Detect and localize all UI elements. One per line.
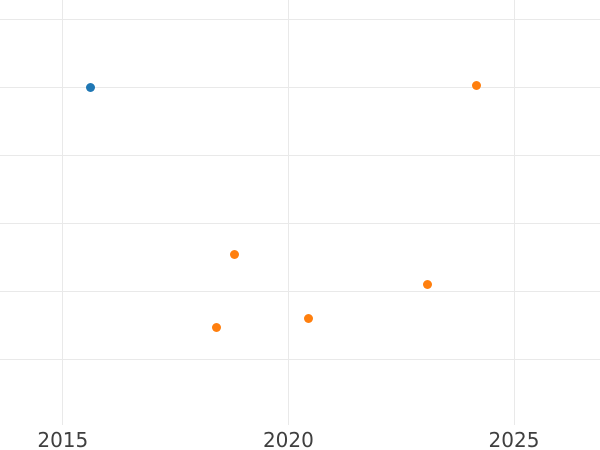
vertical-gridline <box>287 0 289 425</box>
horizontal-gridline <box>0 18 600 20</box>
horizontal-gridline <box>0 290 600 292</box>
data-point-orange[interactable] <box>423 279 433 289</box>
horizontal-gridline <box>0 222 600 224</box>
data-point-orange[interactable] <box>304 313 314 323</box>
horizontal-gridline <box>0 154 600 156</box>
vertical-gridline <box>513 0 515 425</box>
data-point-orange[interactable] <box>211 323 221 333</box>
x-tick-label: 2020 <box>262 428 314 450</box>
vertical-gridline <box>62 0 64 425</box>
x-tick-label: 2015 <box>37 428 89 450</box>
horizontal-gridline <box>0 86 600 88</box>
horizontal-gridline <box>0 358 600 360</box>
data-point-orange[interactable] <box>471 81 481 91</box>
x-tick-label: 2025 <box>488 428 540 450</box>
data-point-blue[interactable] <box>86 83 96 93</box>
data-point-orange[interactable] <box>230 249 240 259</box>
